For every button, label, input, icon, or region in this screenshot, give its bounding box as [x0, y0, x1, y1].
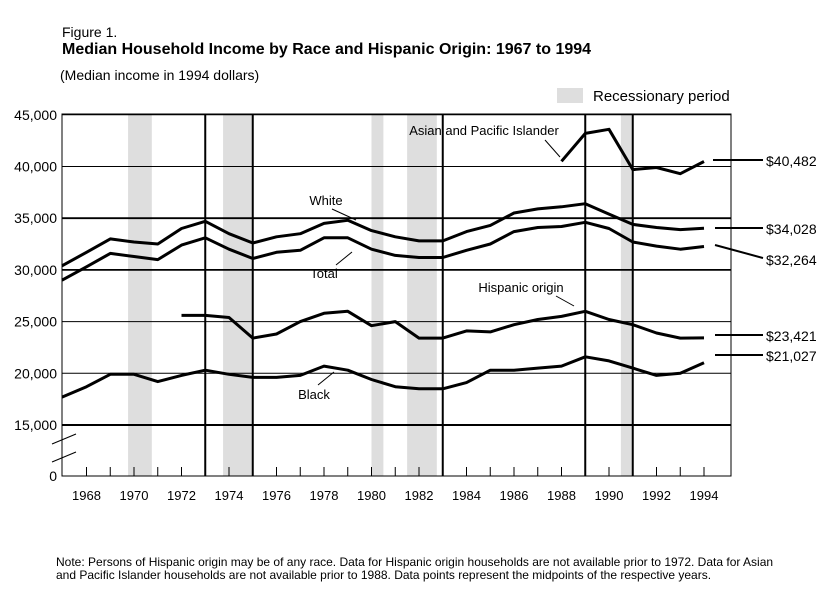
x-tick-label: 1992	[642, 488, 671, 503]
x-tick-label: 1970	[120, 488, 149, 503]
x-tick-label: 1968	[72, 488, 101, 503]
chart-subtitle: (Median income in 1994 dollars)	[60, 67, 260, 83]
y-tick-label: 45,000	[14, 107, 57, 123]
recession-band	[407, 114, 437, 476]
chart-note: Note: Persons of Hispanic origin may be …	[56, 555, 774, 582]
x-tick-label: 1978	[310, 488, 339, 503]
x-tick-label: 1986	[500, 488, 529, 503]
y-tick-label: 0	[49, 468, 57, 484]
series-label: Black	[298, 387, 330, 402]
x-tick-label: 1982	[405, 488, 434, 503]
chart-title: Median Household Income by Race and Hisp…	[62, 41, 592, 58]
figure-label: Figure 1.	[62, 24, 118, 40]
plot-frame	[61, 113, 732, 477]
series-label: White	[309, 193, 342, 208]
axis-break-mark	[51, 451, 77, 463]
end-value-label: $32,264	[766, 252, 817, 268]
end-value-label: $34,028	[766, 221, 817, 237]
x-tick-label: 1988	[547, 488, 576, 503]
end-value-label: $21,027	[766, 348, 817, 364]
x-tick-label: 1990	[595, 488, 624, 503]
y-tick-label: 20,000	[14, 365, 57, 381]
recession-legend-label: Recessionary period	[593, 88, 730, 105]
end-label-connector	[714, 244, 764, 259]
leader-line	[331, 208, 357, 221]
x-tick-label: 1984	[452, 488, 481, 503]
series-label: Hispanic origin	[478, 280, 563, 295]
y-tick-label: 35,000	[14, 210, 57, 226]
series-line-hispanic-origin	[181, 309, 705, 340]
y-tick-label: 15,000	[14, 417, 57, 433]
x-tick-label: 1976	[262, 488, 291, 503]
series-label: Total	[310, 266, 338, 281]
y-tick-label: 30,000	[14, 262, 57, 278]
recession-legend-swatch	[557, 88, 583, 103]
x-tick-label: 1994	[690, 488, 719, 503]
y-tick-label: 25,000	[14, 314, 57, 330]
y-tick-label: 40,000	[14, 159, 57, 175]
x-tick-label: 1972	[167, 488, 196, 503]
leader-line	[335, 251, 353, 266]
leader-line	[544, 139, 561, 158]
series-label: Asian and Pacific Islander	[409, 123, 559, 138]
end-value-label: $23,421	[766, 328, 817, 344]
recession-band	[620, 114, 633, 476]
series-line-white	[61, 202, 705, 268]
end-value-label: $40,482	[766, 153, 817, 169]
x-tick-label: 1974	[215, 488, 244, 503]
leader-line	[317, 371, 335, 386]
series-line-total	[61, 220, 705, 282]
leader-line	[555, 295, 575, 307]
series-line-black	[61, 355, 705, 399]
series-line-asian-and-pacific-islander	[560, 127, 705, 176]
recession-band	[223, 114, 253, 476]
x-tick-label: 1980	[357, 488, 386, 503]
axis-break-mark	[51, 433, 77, 445]
recession-band	[128, 114, 152, 476]
recession-band	[371, 114, 384, 476]
